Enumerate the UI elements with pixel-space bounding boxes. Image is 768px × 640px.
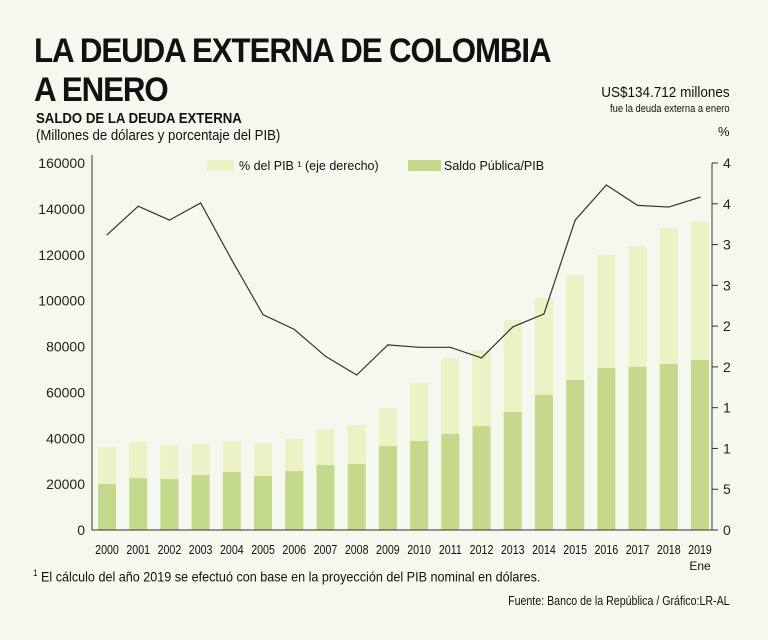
line-point-2018: [668, 206, 670, 208]
bar-public-2015: [566, 379, 585, 530]
right-tick-label: 2: [723, 318, 731, 334]
x-tick-label: 2003: [189, 542, 213, 557]
left-tick-label: 0: [77, 522, 85, 538]
line-point-2000: [106, 234, 108, 236]
x-tick-label: 2017: [626, 542, 650, 557]
x-tick-label: 2014: [532, 542, 556, 557]
x-tick-sublabel: Ene: [689, 559, 711, 573]
bar-public-2002: [160, 479, 179, 530]
x-tick-label: 2006: [282, 542, 306, 557]
x-tick-label: 2007: [314, 542, 338, 557]
left-tick-label: 140000: [38, 201, 85, 217]
x-tick-label: 2018: [657, 542, 681, 557]
x-tick-label: 2001: [126, 542, 150, 557]
line-point-2017: [636, 204, 639, 207]
right-tick-label: 5: [723, 481, 731, 497]
bar-public-2003: [191, 474, 210, 530]
left-tick-label: 40000: [46, 430, 85, 446]
right-tick-label: 3: [723, 237, 731, 253]
bar-public-2004: [222, 471, 241, 530]
line-point-2019: [699, 196, 701, 198]
bar-public-2012: [472, 426, 491, 530]
bar-public-2005: [254, 476, 273, 530]
x-tick-label: 2015: [563, 542, 587, 557]
legend-swatch-public: [408, 160, 441, 171]
bar-public-2014: [534, 394, 553, 530]
bar-public-2016: [597, 368, 616, 530]
bar-public-2001: [129, 477, 148, 530]
bar-public-2000: [98, 484, 116, 530]
right-tick-label: 4: [723, 155, 731, 171]
x-tick-label: 2009: [376, 542, 400, 557]
bar-public-2010: [410, 441, 429, 530]
legend-swatch-total: [207, 160, 234, 171]
x-tick-label: 2016: [595, 542, 619, 557]
right-tick-label: 1: [723, 440, 731, 456]
right-axis-unit: %: [718, 124, 730, 139]
line-point-2015: [574, 219, 576, 221]
line-point-2014: [543, 313, 545, 315]
source-credit: Fuente: Banco de la República / Gráfico:…: [508, 594, 730, 608]
bar-public-2007: [316, 465, 335, 530]
right-tick-label: 4: [723, 196, 731, 212]
x-tick-label: 2008: [345, 542, 369, 557]
footnote-mark: 1: [33, 568, 38, 578]
line-point-2009: [387, 344, 389, 346]
legend-label-public: Saldo Pública/PIB: [444, 159, 544, 173]
x-tick-label: 2004: [220, 542, 244, 557]
x-tick-label: 2005: [251, 542, 275, 557]
left-tick-label: 20000: [46, 476, 85, 492]
right-tick-label: 3: [723, 277, 731, 293]
x-tick-label: 2010: [407, 542, 431, 557]
right-tick-label: 1: [723, 400, 731, 416]
left-tick-label: 80000: [46, 339, 85, 355]
bar-public-2017: [628, 366, 647, 530]
left-tick-label: 160000: [38, 155, 85, 171]
bar-public-2011: [441, 433, 460, 530]
bar-public-2018: [659, 363, 678, 530]
footnote: 1 El cálculo del año 2019 se efectuó con…: [33, 568, 540, 585]
x-tick-label: 2002: [158, 542, 182, 557]
line-point-2011: [449, 346, 451, 348]
footnote-text: El cálculo del año 2019 se efectuó con b…: [37, 568, 541, 585]
x-tick-label: 2013: [501, 542, 525, 557]
chart-subtitle: SALDO DE LA DEUDA EXTERNA: [36, 110, 242, 127]
line-point-2013: [512, 326, 514, 328]
left-tick-label: 60000: [46, 384, 85, 400]
line-point-2010: [418, 346, 420, 348]
bar-public-2009: [378, 446, 397, 530]
bar-public-2008: [347, 463, 366, 530]
line-point-2001: [137, 205, 139, 207]
line-point-2006: [293, 328, 295, 330]
x-tick-label: 2019: [688, 542, 712, 557]
line-point-2007: [324, 355, 327, 357]
bar-public-2013: [503, 412, 522, 530]
x-tick-label: 2012: [470, 542, 494, 557]
title-line-1: LA DEUDA EXTERNA DE COLOMBIA: [34, 32, 552, 70]
page-title: LA DEUDA EXTERNA DE COLOMBIA A ENERO: [34, 32, 552, 110]
line-point-2002: [168, 219, 171, 221]
left-tick-label: 100000: [38, 293, 85, 309]
line-point-2016: [605, 184, 607, 186]
x-tick-label: 2011: [439, 542, 462, 557]
highlight-caption: fue la deuda externa a enero: [610, 103, 730, 115]
bar-public-2006: [285, 471, 304, 530]
bar-public-2019: [691, 360, 709, 530]
line-series: [106, 184, 701, 376]
highlight-value: US$134.712 millones: [601, 84, 730, 101]
x-tick-label: 2000: [95, 542, 119, 557]
line-point-2004: [231, 259, 233, 261]
line-point-2003: [200, 202, 202, 204]
right-tick-label: 2: [723, 359, 731, 375]
legend-label-total: % del PIB ¹ (eje derecho): [239, 159, 379, 173]
left-tick-label: 120000: [38, 247, 85, 263]
line-point-2005: [262, 314, 264, 316]
title-line-2: A ENERO: [34, 71, 169, 109]
highlight-box: US$134.712 millones fue la deuda externa…: [587, 84, 730, 115]
right-tick-label: 0: [723, 522, 731, 538]
chart-units: (Millones de dólares y porcentaje del PI…: [36, 127, 281, 144]
line-point-2008: [356, 374, 358, 376]
line-point-2012: [480, 357, 483, 359]
